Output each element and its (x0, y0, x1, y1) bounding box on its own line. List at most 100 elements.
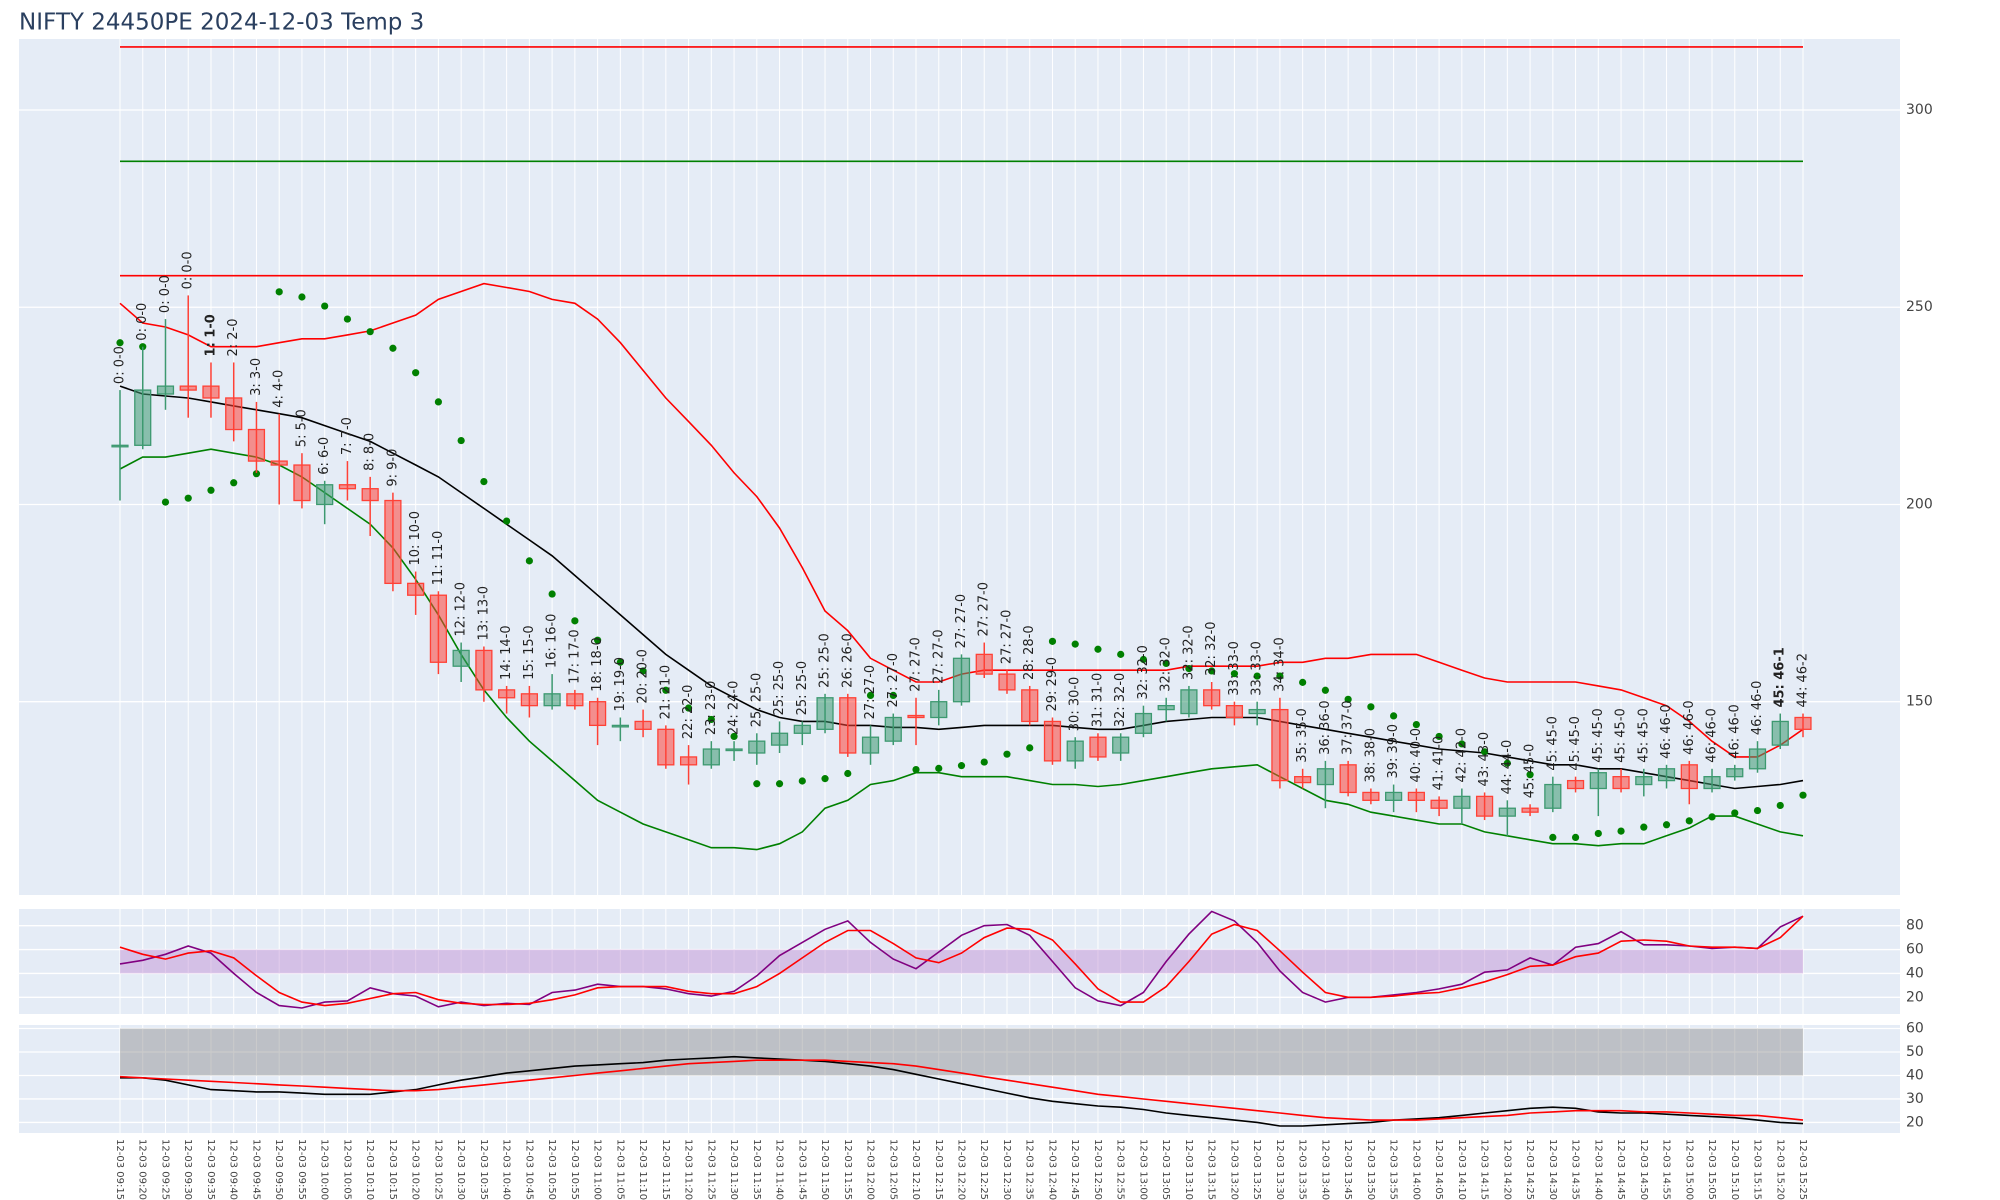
x-tick-label: 12-03 14:00 (1410, 1139, 1421, 1200)
x-tick-label: 12-03 11:10 (637, 1139, 648, 1200)
x-tick-label: 12-03 11:45 (796, 1139, 807, 1200)
candle-annotation: 44: 44-0 (1500, 740, 1515, 795)
marker (775, 780, 784, 788)
candle-body (588, 701, 607, 727)
marker (480, 477, 488, 486)
candle-body (634, 720, 652, 730)
candle-annotation: 32: 32-0 (1113, 673, 1128, 728)
marker (1458, 740, 1466, 748)
candle-annotation: 27: 27-0 (931, 629, 946, 684)
candle-annotation: 1: 1-0 (203, 314, 218, 356)
candle-annotation: 46: 46-0 (1659, 704, 1674, 759)
x-tick-label: 12-03 13:20 (1228, 1139, 1239, 1200)
candle-body (1134, 712, 1153, 734)
marker (1435, 732, 1443, 741)
marker (366, 328, 374, 336)
candle-body (748, 740, 766, 754)
x-tick-label: 12-03 12:20 (956, 1139, 967, 1200)
candle-body (1703, 776, 1721, 790)
y-tick-label: 50 (1906, 1044, 1924, 1060)
marker (798, 777, 806, 785)
marker (321, 302, 329, 310)
candle-body (498, 689, 516, 699)
candle-body (1521, 807, 1539, 813)
candle-annotation: 21: 21-0 (658, 665, 673, 720)
marker (753, 780, 761, 788)
x-tick-label: 12-03 12:30 (1001, 1139, 1012, 1200)
candle-body (270, 460, 288, 466)
candle-annotation: 16: 16-0 (545, 614, 560, 669)
candle-body (316, 484, 334, 506)
candle-body (770, 732, 789, 746)
marker (980, 758, 988, 766)
candle-annotation: 22: 22-0 (681, 685, 696, 740)
marker (343, 315, 352, 323)
candle-body (839, 697, 857, 754)
candle-annotation: 19: 19-0 (613, 657, 628, 712)
candle-annotation: 40: 40-0 (1409, 728, 1424, 783)
x-tick-label: 12-03 12:25 (978, 1139, 989, 1200)
y-tick-label: 20 (1906, 989, 1924, 1005)
candle-annotation: 45: 45-0 (1591, 708, 1606, 763)
x-tick-label: 12-03 14:20 (1501, 1139, 1512, 1200)
candle-body (156, 385, 175, 395)
candle-annotation: 27: 27-0 (886, 653, 901, 708)
marker (571, 617, 579, 625)
x-tick-label: 12-03 10:50 (546, 1139, 557, 1200)
candle-annotation: 4: 4-0 (272, 370, 287, 408)
marker (1617, 827, 1625, 835)
x-tick-label: 12-03 12:40 (1046, 1139, 1057, 1200)
candle-annotation: 25: 25-0 (749, 673, 764, 728)
marker (1412, 720, 1420, 729)
marker (1048, 637, 1057, 645)
candle-annotation: 23: 23-0 (704, 681, 719, 736)
x-tick-label: 12-03 13:10 (1183, 1139, 1194, 1200)
x-tick-label: 12-03 09:45 (250, 1139, 261, 1200)
candle-body (1089, 736, 1107, 758)
candle-body (520, 693, 538, 707)
x-tick-label: 12-03 10:20 (410, 1139, 421, 1200)
marker (1480, 748, 1489, 756)
x-tick-label: 12-03 12:10 (910, 1139, 921, 1200)
x-tick-label: 12-03 11:05 (614, 1139, 625, 1200)
candle-body (657, 728, 675, 766)
candle-body (725, 748, 743, 752)
x-tick-label: 12-03 10:05 (341, 1139, 352, 1200)
x-tick-label: 12-03 09:15 (114, 1139, 125, 1200)
series-line (119, 910, 1804, 1009)
candle-annotation: 13: 13-0 (476, 586, 491, 641)
candle-body (1544, 783, 1562, 809)
candle-annotation: 27: 27-0 (977, 582, 992, 637)
candle-annotation: 36: 36-0 (1318, 700, 1333, 755)
x-tick-label: 12-03 10:00 (319, 1139, 330, 1200)
x-tick-label: 12-03 09:55 (296, 1139, 307, 1200)
x-tick-label: 12-03 12:00 (865, 1139, 876, 1200)
x-tick-label: 12-03 12:45 (1069, 1139, 1080, 1200)
candle-body (179, 385, 197, 391)
x-tick-label: 12-03 09:40 (228, 1139, 239, 1200)
candle-body (1043, 720, 1062, 762)
candle-annotation: 14: 14-0 (499, 625, 514, 680)
x-tick-label: 12-03 15:00 (1683, 1139, 1694, 1200)
plot-background (19, 909, 1900, 1014)
x-tick-label: 12-03 09:50 (273, 1139, 284, 1200)
marker (866, 691, 875, 699)
candle-body (702, 748, 720, 766)
candle-annotation: 46: 46-0 (1705, 708, 1720, 763)
marker (730, 732, 738, 741)
series-line (119, 915, 1804, 1007)
x-tick-label: 12-03 11:35 (751, 1139, 762, 1200)
x-tick-label: 12-03 12:35 (1024, 1139, 1035, 1200)
series-line (119, 1059, 1804, 1121)
x-tick-label: 12-03 11:55 (842, 1139, 853, 1200)
candle-annotation: 2: 2-0 (226, 318, 241, 356)
candle-annotation: 17: 17-0 (567, 629, 582, 684)
marker (252, 470, 261, 478)
candle-annotation: 43: 43-0 (1477, 732, 1492, 787)
marker (662, 686, 670, 694)
marker (116, 339, 124, 347)
x-tick-label: 12-03 14:10 (1456, 1139, 1467, 1200)
candle-annotation: 26: 26-0 (840, 633, 855, 688)
candle-annotation: 0: 0-0 (135, 303, 150, 341)
